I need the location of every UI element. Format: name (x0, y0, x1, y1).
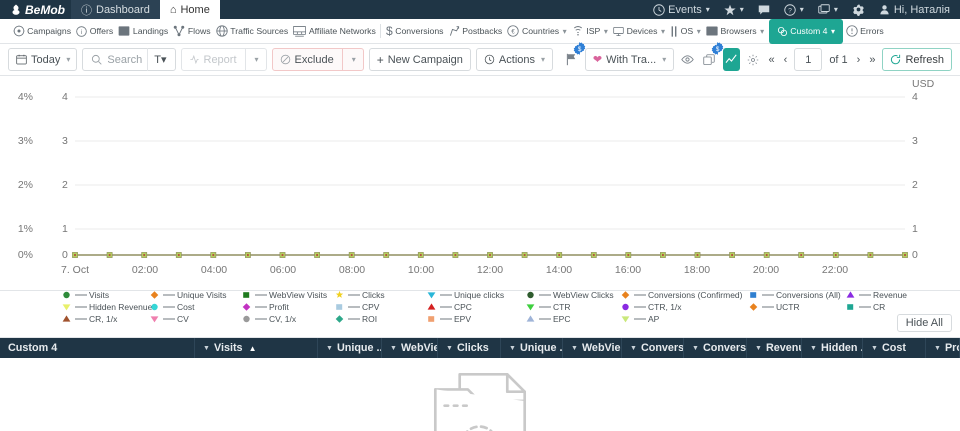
svg-text:18:00: 18:00 (684, 264, 710, 276)
svg-text:3%: 3% (18, 135, 33, 147)
svg-text:10:00: 10:00 (408, 264, 434, 276)
svg-text:04:00: 04:00 (201, 264, 227, 276)
svg-text:?: ? (788, 7, 792, 14)
svg-text:2: 2 (912, 179, 918, 191)
svg-text:$: $ (716, 46, 720, 53)
svg-text:20:00: 20:00 (753, 264, 779, 276)
svg-text:i: i (81, 28, 82, 35)
svg-text:12:00: 12:00 (477, 264, 503, 276)
svg-text:06:00: 06:00 (270, 264, 296, 276)
svg-text:02:00: 02:00 (132, 264, 158, 276)
svg-text:16:00: 16:00 (615, 264, 641, 276)
svg-text:USD: USD (912, 78, 935, 90)
svg-text:08:00: 08:00 (339, 264, 365, 276)
svg-text:4: 4 (62, 91, 68, 103)
svg-text:$: $ (578, 46, 582, 53)
svg-text:2: 2 (62, 179, 68, 191)
svg-text:1: 1 (62, 223, 68, 235)
svg-text:0%: 0% (18, 249, 33, 261)
svg-text:2%: 2% (18, 179, 33, 191)
svg-text:14:00: 14:00 (546, 264, 572, 276)
svg-text:0: 0 (62, 249, 68, 261)
svg-text:7. Oct: 7. Oct (61, 264, 89, 276)
svg-text:€: € (512, 30, 516, 36)
svg-text:22:00: 22:00 (822, 264, 848, 276)
svg-text:4%: 4% (18, 91, 33, 103)
svg-text:1: 1 (912, 223, 918, 235)
svg-text:4: 4 (912, 91, 918, 103)
svg-text:1%: 1% (18, 223, 33, 235)
svg-text:0: 0 (912, 249, 918, 261)
svg-text:3: 3 (62, 135, 68, 147)
svg-text:3: 3 (912, 135, 918, 147)
